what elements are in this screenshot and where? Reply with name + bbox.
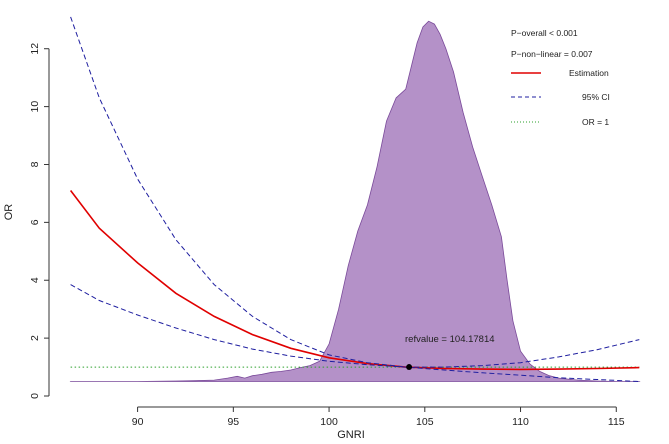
density-layer [69, 20, 641, 382]
refvalue-point [406, 364, 413, 371]
y-tick-label-10: 10 [29, 101, 41, 113]
legend-ci-label: 95% CI [582, 92, 610, 102]
x-axis-title: GNRI [337, 429, 365, 441]
y-tick-label-4: 4 [29, 277, 41, 283]
series-95-ci-line-1 [70, 16, 640, 368]
legend: P−overall < 0.001 P−non−linear = 0.007 E… [511, 28, 610, 127]
x-tick-label-105: 105 [416, 416, 434, 428]
y-tick-label-12: 12 [29, 43, 41, 55]
x-tick-label-95: 95 [227, 416, 239, 428]
legend-p-overall: P−overall < 0.001 [511, 28, 578, 38]
y-tick-label-0: 0 [29, 393, 41, 399]
axes-layer: 90 95 100 105 110 115 0 2 4 6 8 10 12 [29, 43, 625, 428]
y-tick-label-2: 2 [29, 335, 41, 341]
series-estimation-line-0 [69, 190, 640, 371]
x-tick-label-90: 90 [132, 416, 144, 428]
y-tick-label-8: 8 [29, 161, 41, 167]
x-tick-label-115: 115 [608, 416, 625, 428]
refvalue-label: refvalue = 104.17814 [405, 334, 495, 345]
y-axis-title: OR [3, 204, 15, 221]
series-layer [69, 16, 640, 382]
refvalue-annotation: refvalue = 104.17814 [405, 334, 495, 371]
y-tick-label-6: 6 [29, 219, 41, 225]
x-tick-label-110: 110 [512, 416, 529, 428]
legend-or1-label: OR = 1 [582, 117, 609, 127]
x-tick-label-100: 100 [320, 416, 338, 428]
legend-estimation-label: Estimation [569, 68, 609, 78]
legend-p-nonlinear: P−non−linear = 0.007 [511, 49, 593, 59]
series-95-ci-lower-line-2 [70, 284, 640, 382]
density-area [69, 20, 641, 382]
